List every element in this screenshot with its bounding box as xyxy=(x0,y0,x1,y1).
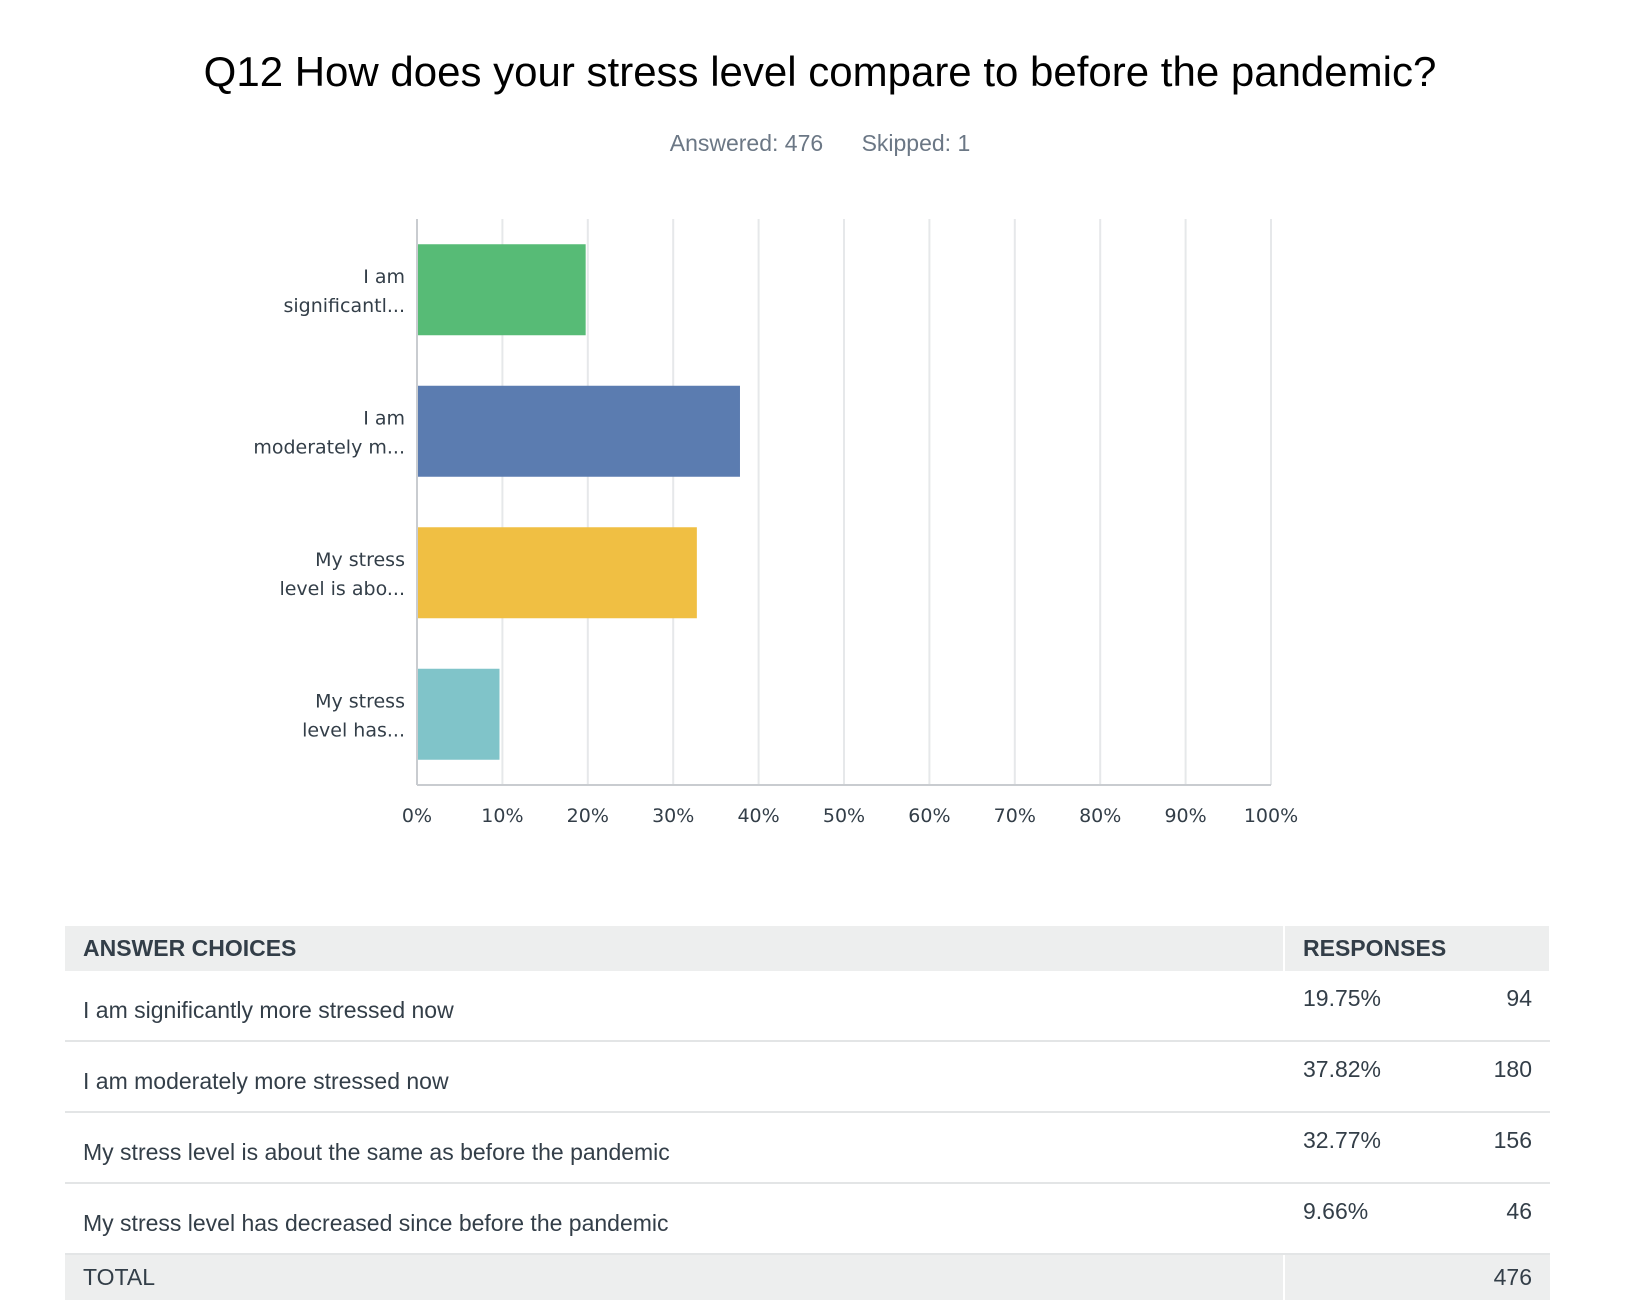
response-percent: 32.77% xyxy=(1284,1112,1471,1184)
table-row: I am moderately more stressed now 37.82%… xyxy=(65,1041,1550,1113)
x-tick-label: 100% xyxy=(1244,805,1298,827)
response-percent: 19.75% xyxy=(1284,971,1471,1042)
table-header-row: ANSWER CHOICES RESPONSES xyxy=(65,926,1551,971)
response-count: 180 xyxy=(1471,1041,1550,1113)
x-tick-label: 0% xyxy=(402,805,432,827)
category-label: significantl... xyxy=(283,295,405,317)
answered-count: Answered: 476 xyxy=(669,130,824,156)
response-count: 94 xyxy=(1471,971,1550,1042)
total-label: TOTAL xyxy=(65,1254,1285,1300)
skipped-count: Skipped: 1 xyxy=(861,130,971,156)
x-tick-label: 70% xyxy=(994,805,1036,827)
bar xyxy=(418,385,740,477)
x-tick-label: 40% xyxy=(737,805,779,827)
category-label: level has... xyxy=(302,719,405,741)
x-tick-label: 10% xyxy=(481,805,523,827)
category-label: I am xyxy=(363,407,405,429)
response-count: 46 xyxy=(1471,1183,1550,1255)
category-label: I am xyxy=(363,266,405,288)
x-tick-label: 60% xyxy=(908,805,950,827)
table-row: My stress level is about the same as bef… xyxy=(65,1112,1550,1184)
table-row: My stress level has decreased since befo… xyxy=(65,1183,1550,1255)
answer-choice: I am moderately more stressed now xyxy=(65,1041,1285,1113)
category-label: My stress xyxy=(315,690,405,712)
x-tick-label: 50% xyxy=(823,805,865,827)
bar-chart: 0% 10% 20% 30% 40% 50% 60% 70% 80% 90% 100% I am sig… xyxy=(253,219,1298,827)
x-tick-label: 30% xyxy=(652,805,694,827)
response-count: 156 xyxy=(1471,1112,1550,1184)
answer-choice: My stress level has decreased since befo… xyxy=(65,1183,1285,1255)
category-label: My stress xyxy=(315,549,405,571)
answer-choice: My stress level is about the same as bef… xyxy=(65,1112,1285,1184)
category-label: moderately m... xyxy=(253,436,405,458)
responses-table: ANSWER CHOICES RESPONSES I am significan… xyxy=(65,926,1551,1300)
bar xyxy=(418,527,697,619)
x-tick-label: 20% xyxy=(567,805,609,827)
total-percent-empty xyxy=(1284,1254,1471,1300)
responses-header: RESPONSES xyxy=(1284,926,1551,971)
response-stats: Answered: 476 Skipped: 1 xyxy=(0,130,1630,157)
table-row: I am significantly more stressed now 19.… xyxy=(65,971,1550,1042)
response-percent: 9.66% xyxy=(1284,1183,1471,1255)
answer-choice: I am significantly more stressed now xyxy=(65,971,1285,1042)
x-tick-label: 90% xyxy=(1164,805,1206,827)
answer-choices-header: ANSWER CHOICES xyxy=(65,926,1285,971)
x-tick-label: 80% xyxy=(1079,805,1121,827)
bar xyxy=(418,244,586,336)
total-count: 476 xyxy=(1471,1254,1550,1300)
bar xyxy=(418,668,500,760)
response-percent: 37.82% xyxy=(1284,1041,1471,1113)
total-row: TOTAL 476 xyxy=(65,1254,1550,1300)
question-title: Q12 How does your stress level compare t… xyxy=(203,48,1437,95)
category-label: level is abo... xyxy=(279,578,405,600)
